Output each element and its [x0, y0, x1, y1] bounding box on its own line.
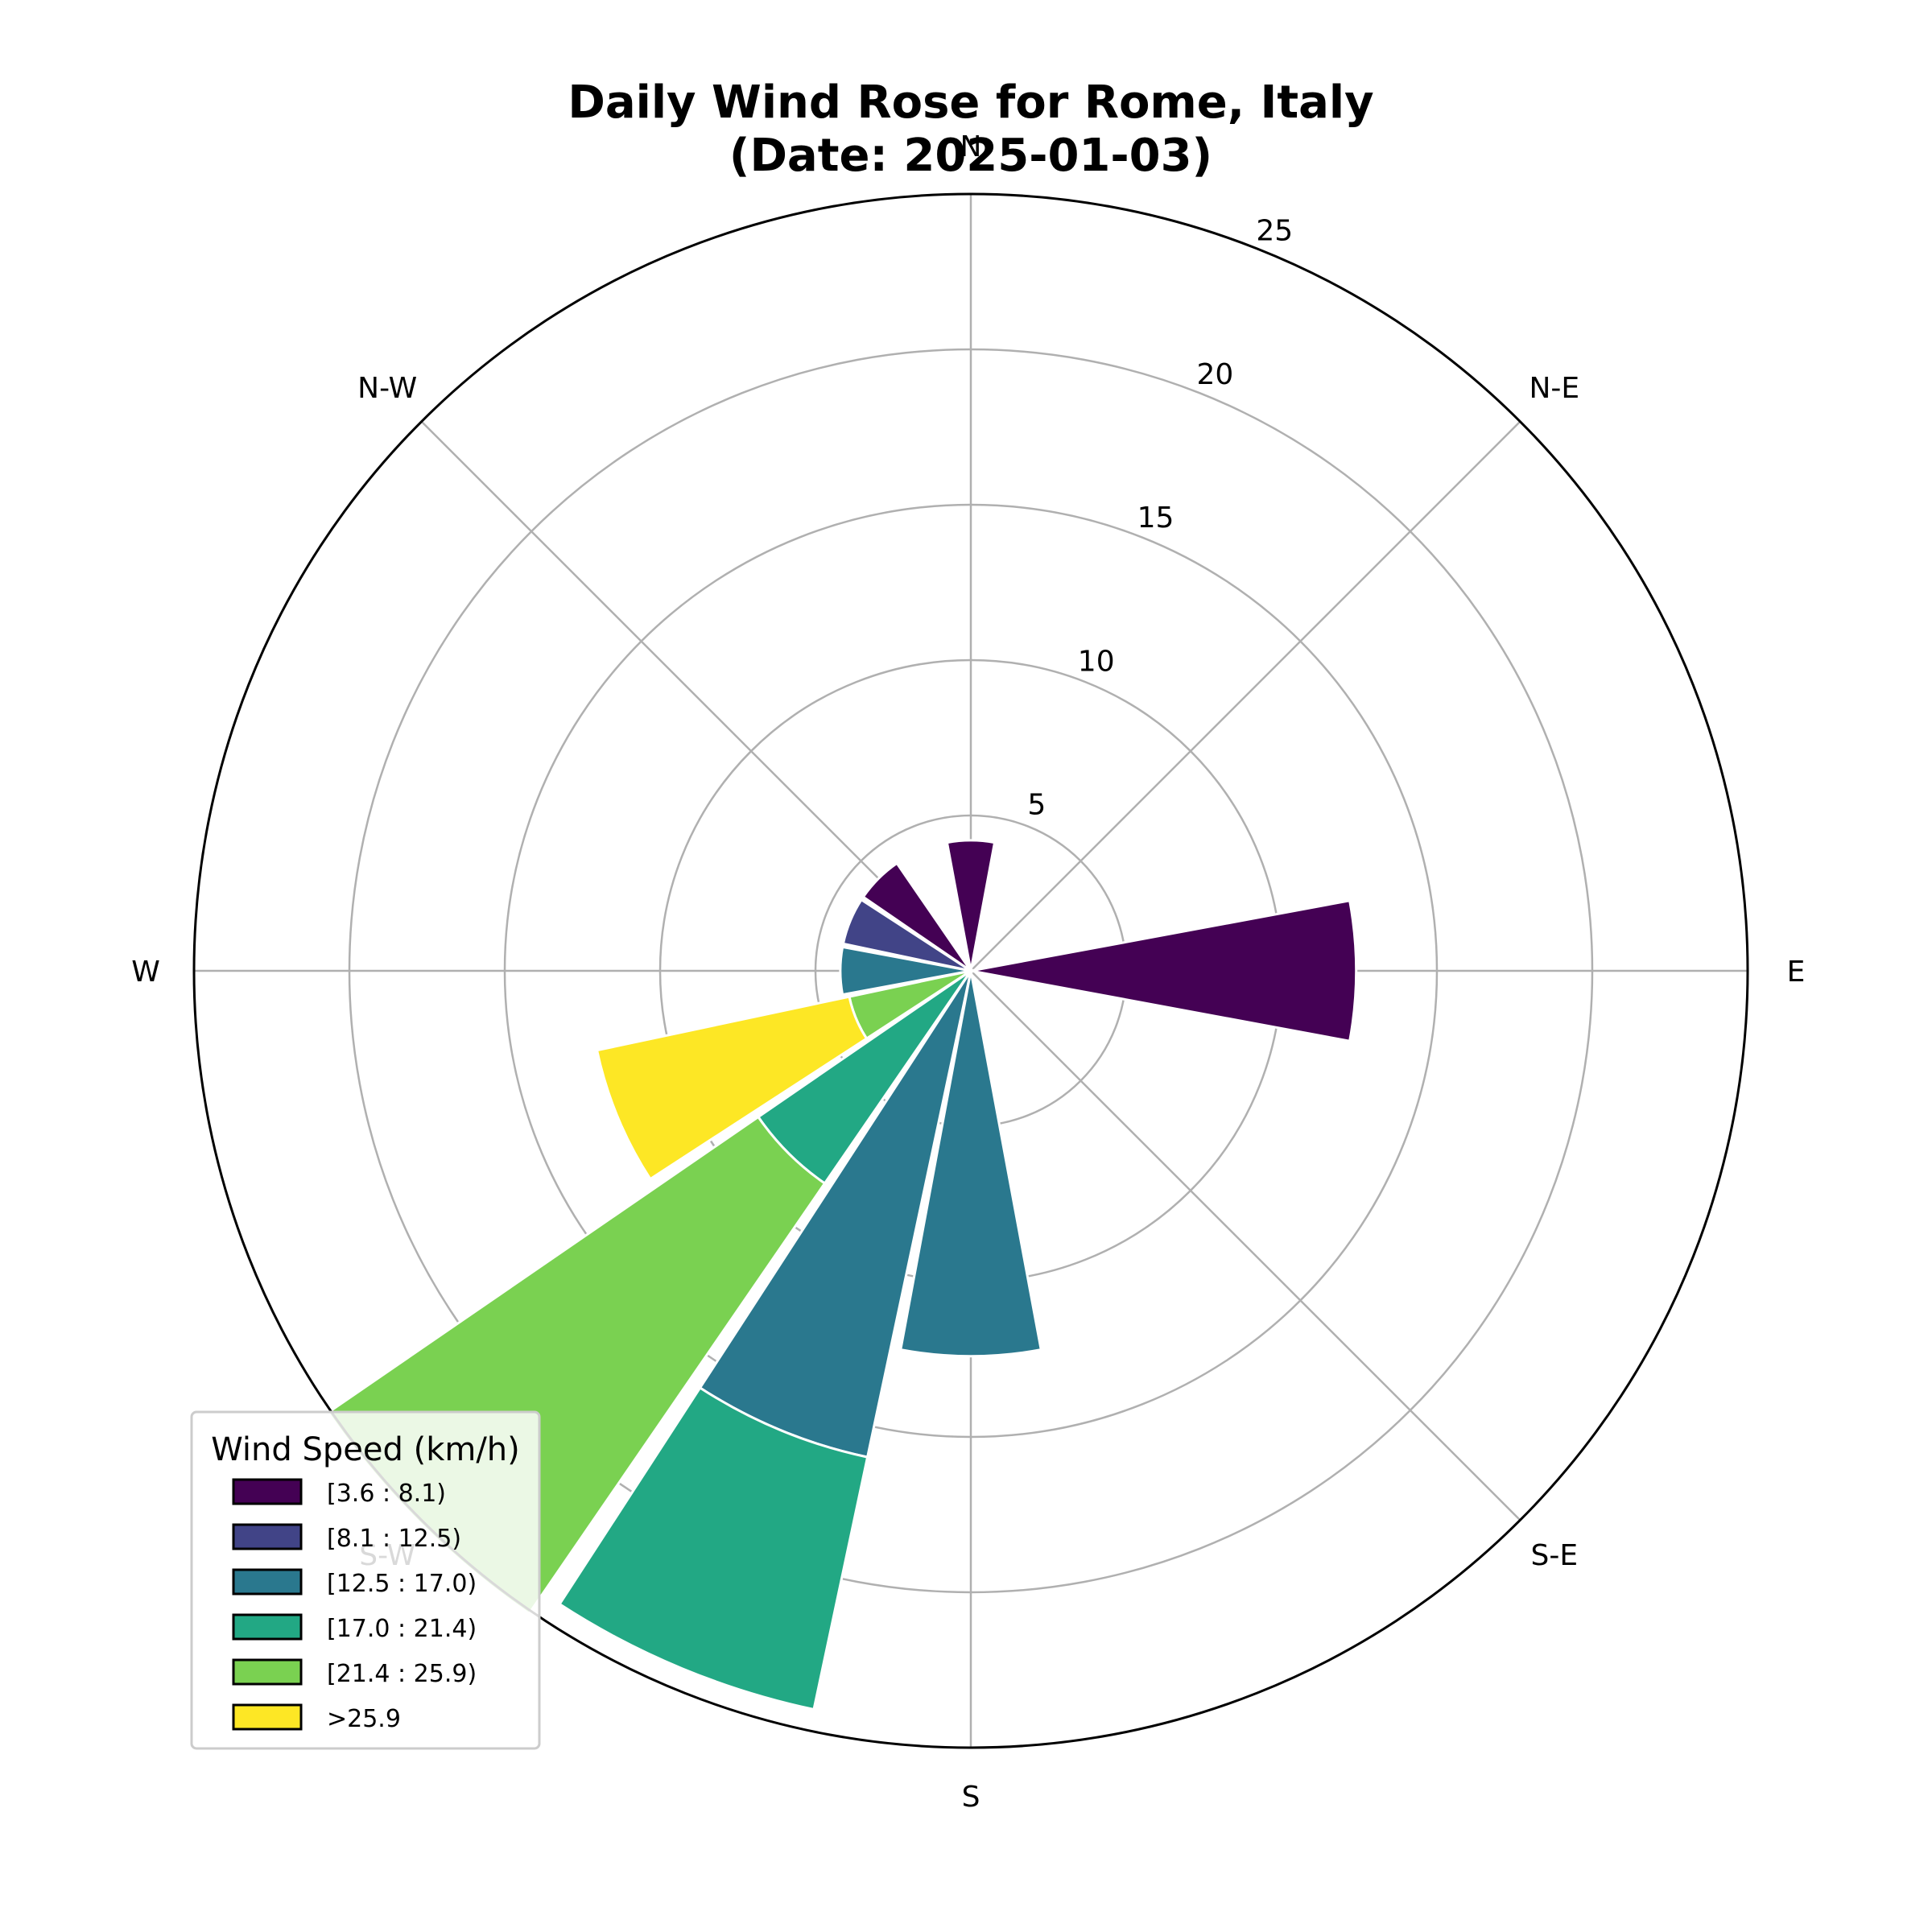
legend-swatch-2 — [232, 1568, 303, 1596]
legend-swatch-3 — [232, 1613, 303, 1641]
direction-label-n-e: N-E — [1529, 372, 1579, 405]
wind-bar-180-bin-2 — [899, 970, 1042, 1358]
direction-label-s: S — [962, 1781, 980, 1814]
legend-swatch-0 — [232, 1478, 303, 1505]
wind-bar-270-bin-2 — [839, 945, 972, 997]
radial-tick-25: 25 — [1256, 214, 1293, 247]
direction-label-w: W — [131, 956, 160, 989]
wind-bar-315-bin-0 — [861, 861, 972, 972]
legend-swatch-4 — [232, 1658, 303, 1686]
legend-label-4: [21.4 : 25.9) — [327, 1660, 477, 1688]
legend-label-5: >25.9 — [327, 1705, 401, 1733]
legend-label-1: [8.1 : 12.5) — [327, 1525, 461, 1553]
direction-label-n: N — [960, 130, 982, 163]
wind-bar-292.5-bin-1 — [841, 898, 972, 972]
direction-label-n-w: N-W — [357, 372, 417, 405]
legend-swatch-1 — [232, 1523, 303, 1550]
radial-tick-15: 15 — [1137, 502, 1174, 535]
polar-frame — [192, 192, 1749, 1749]
wind-bar-90-bin-0 — [970, 899, 1358, 1042]
radial-tick-20: 20 — [1197, 358, 1234, 391]
radial-tick-10: 10 — [1078, 645, 1115, 678]
legend-swatch-5 — [232, 1703, 303, 1731]
wind-bar-247.5-bin-5 — [595, 995, 869, 1181]
chart-title-line-2: (Date: 2025-01-03) — [729, 130, 1212, 182]
legend-label-2: [12.5 : 17.0) — [327, 1570, 477, 1598]
legend-label-0: [3.6 : 8.1) — [327, 1480, 446, 1508]
direction-label-e: E — [1787, 956, 1806, 989]
grid-spoke-s-e — [970, 970, 1521, 1521]
wind-bar-202.5-bin-3 — [558, 1385, 869, 1711]
radial-tick-5: 5 — [1027, 789, 1046, 822]
legend-label-3: [17.0 : 21.4) — [327, 1615, 477, 1643]
wind-bar-0-bin-0 — [945, 839, 997, 972]
legend: Wind Speed (km/h) [3.6 : 8.1) [8.1 : 12.5)… — [190, 1410, 541, 1750]
grid-spoke-n-e — [970, 420, 1521, 972]
direction-label-s-e: S-E — [1530, 1539, 1578, 1572]
chart-title-line-1: Daily Wind Rose for Rome, Italy — [568, 76, 1373, 129]
legend-title: Wind Speed (km/h) — [211, 1431, 520, 1468]
